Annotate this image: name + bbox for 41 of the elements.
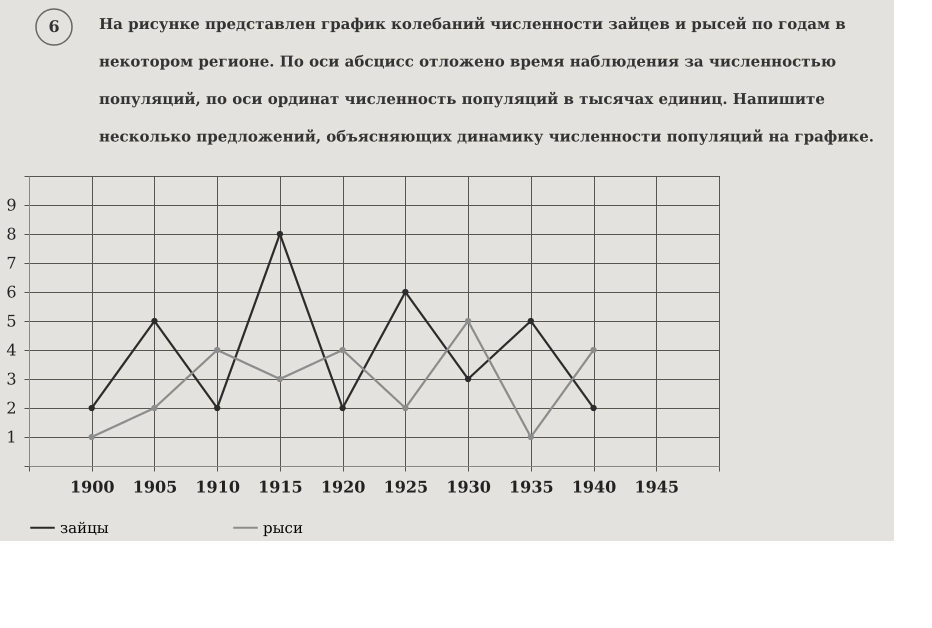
y-tick-label: 3	[6, 370, 16, 388]
x-tick-label: 1945	[634, 478, 680, 496]
point	[88, 434, 95, 440]
point	[339, 404, 346, 412]
point	[151, 404, 158, 412]
x-tick-label: 1935	[509, 478, 554, 496]
point	[528, 434, 534, 440]
point	[590, 346, 597, 354]
x-tick-label: 1900	[70, 478, 114, 496]
point	[464, 318, 472, 324]
point	[402, 288, 409, 296]
x-tick-label: 1920	[320, 478, 366, 496]
y-tick-label: 9	[6, 196, 16, 214]
x-tick-label: 1905	[132, 478, 178, 496]
chart-title: На рисунке представлен график колебаний численности зайцев и рысей по годам в некотором регионе. По оси абсцисс отложено время наблюдения за численностью популяций, по оси ординат численность популяций в тысячах единиц. Напишите несколько предложений, объясняющих динамику численности популяций на графике.	[99, 14, 874, 146]
point	[276, 230, 284, 238]
x-tick-label: 1910	[195, 478, 240, 496]
y-tick-label: 4	[6, 340, 16, 360]
y-tick-label: 1	[6, 428, 16, 446]
x-tick-label: 1915	[258, 478, 303, 496]
point	[214, 404, 220, 412]
legend-label: рыси	[263, 518, 303, 537]
point	[528, 318, 534, 324]
point	[276, 376, 284, 382]
point	[214, 346, 220, 354]
point	[88, 404, 95, 412]
x-tick-label: 1940	[572, 478, 616, 496]
y-tick-label: 5	[6, 312, 16, 330]
y-tick-label: 7	[6, 254, 16, 272]
y-tick-label: 6	[6, 282, 16, 302]
x-tick-label: 1925	[384, 478, 428, 496]
y-tick-label: 2	[6, 398, 16, 418]
x-tick-label: 1930	[446, 478, 491, 496]
point	[339, 346, 346, 354]
text: 6	[48, 17, 60, 36]
point	[151, 318, 158, 324]
point	[464, 376, 472, 382]
legend-label: зайцы	[60, 518, 109, 537]
point	[402, 404, 409, 412]
y-tick-label: 8	[6, 224, 16, 244]
point	[590, 404, 597, 412]
